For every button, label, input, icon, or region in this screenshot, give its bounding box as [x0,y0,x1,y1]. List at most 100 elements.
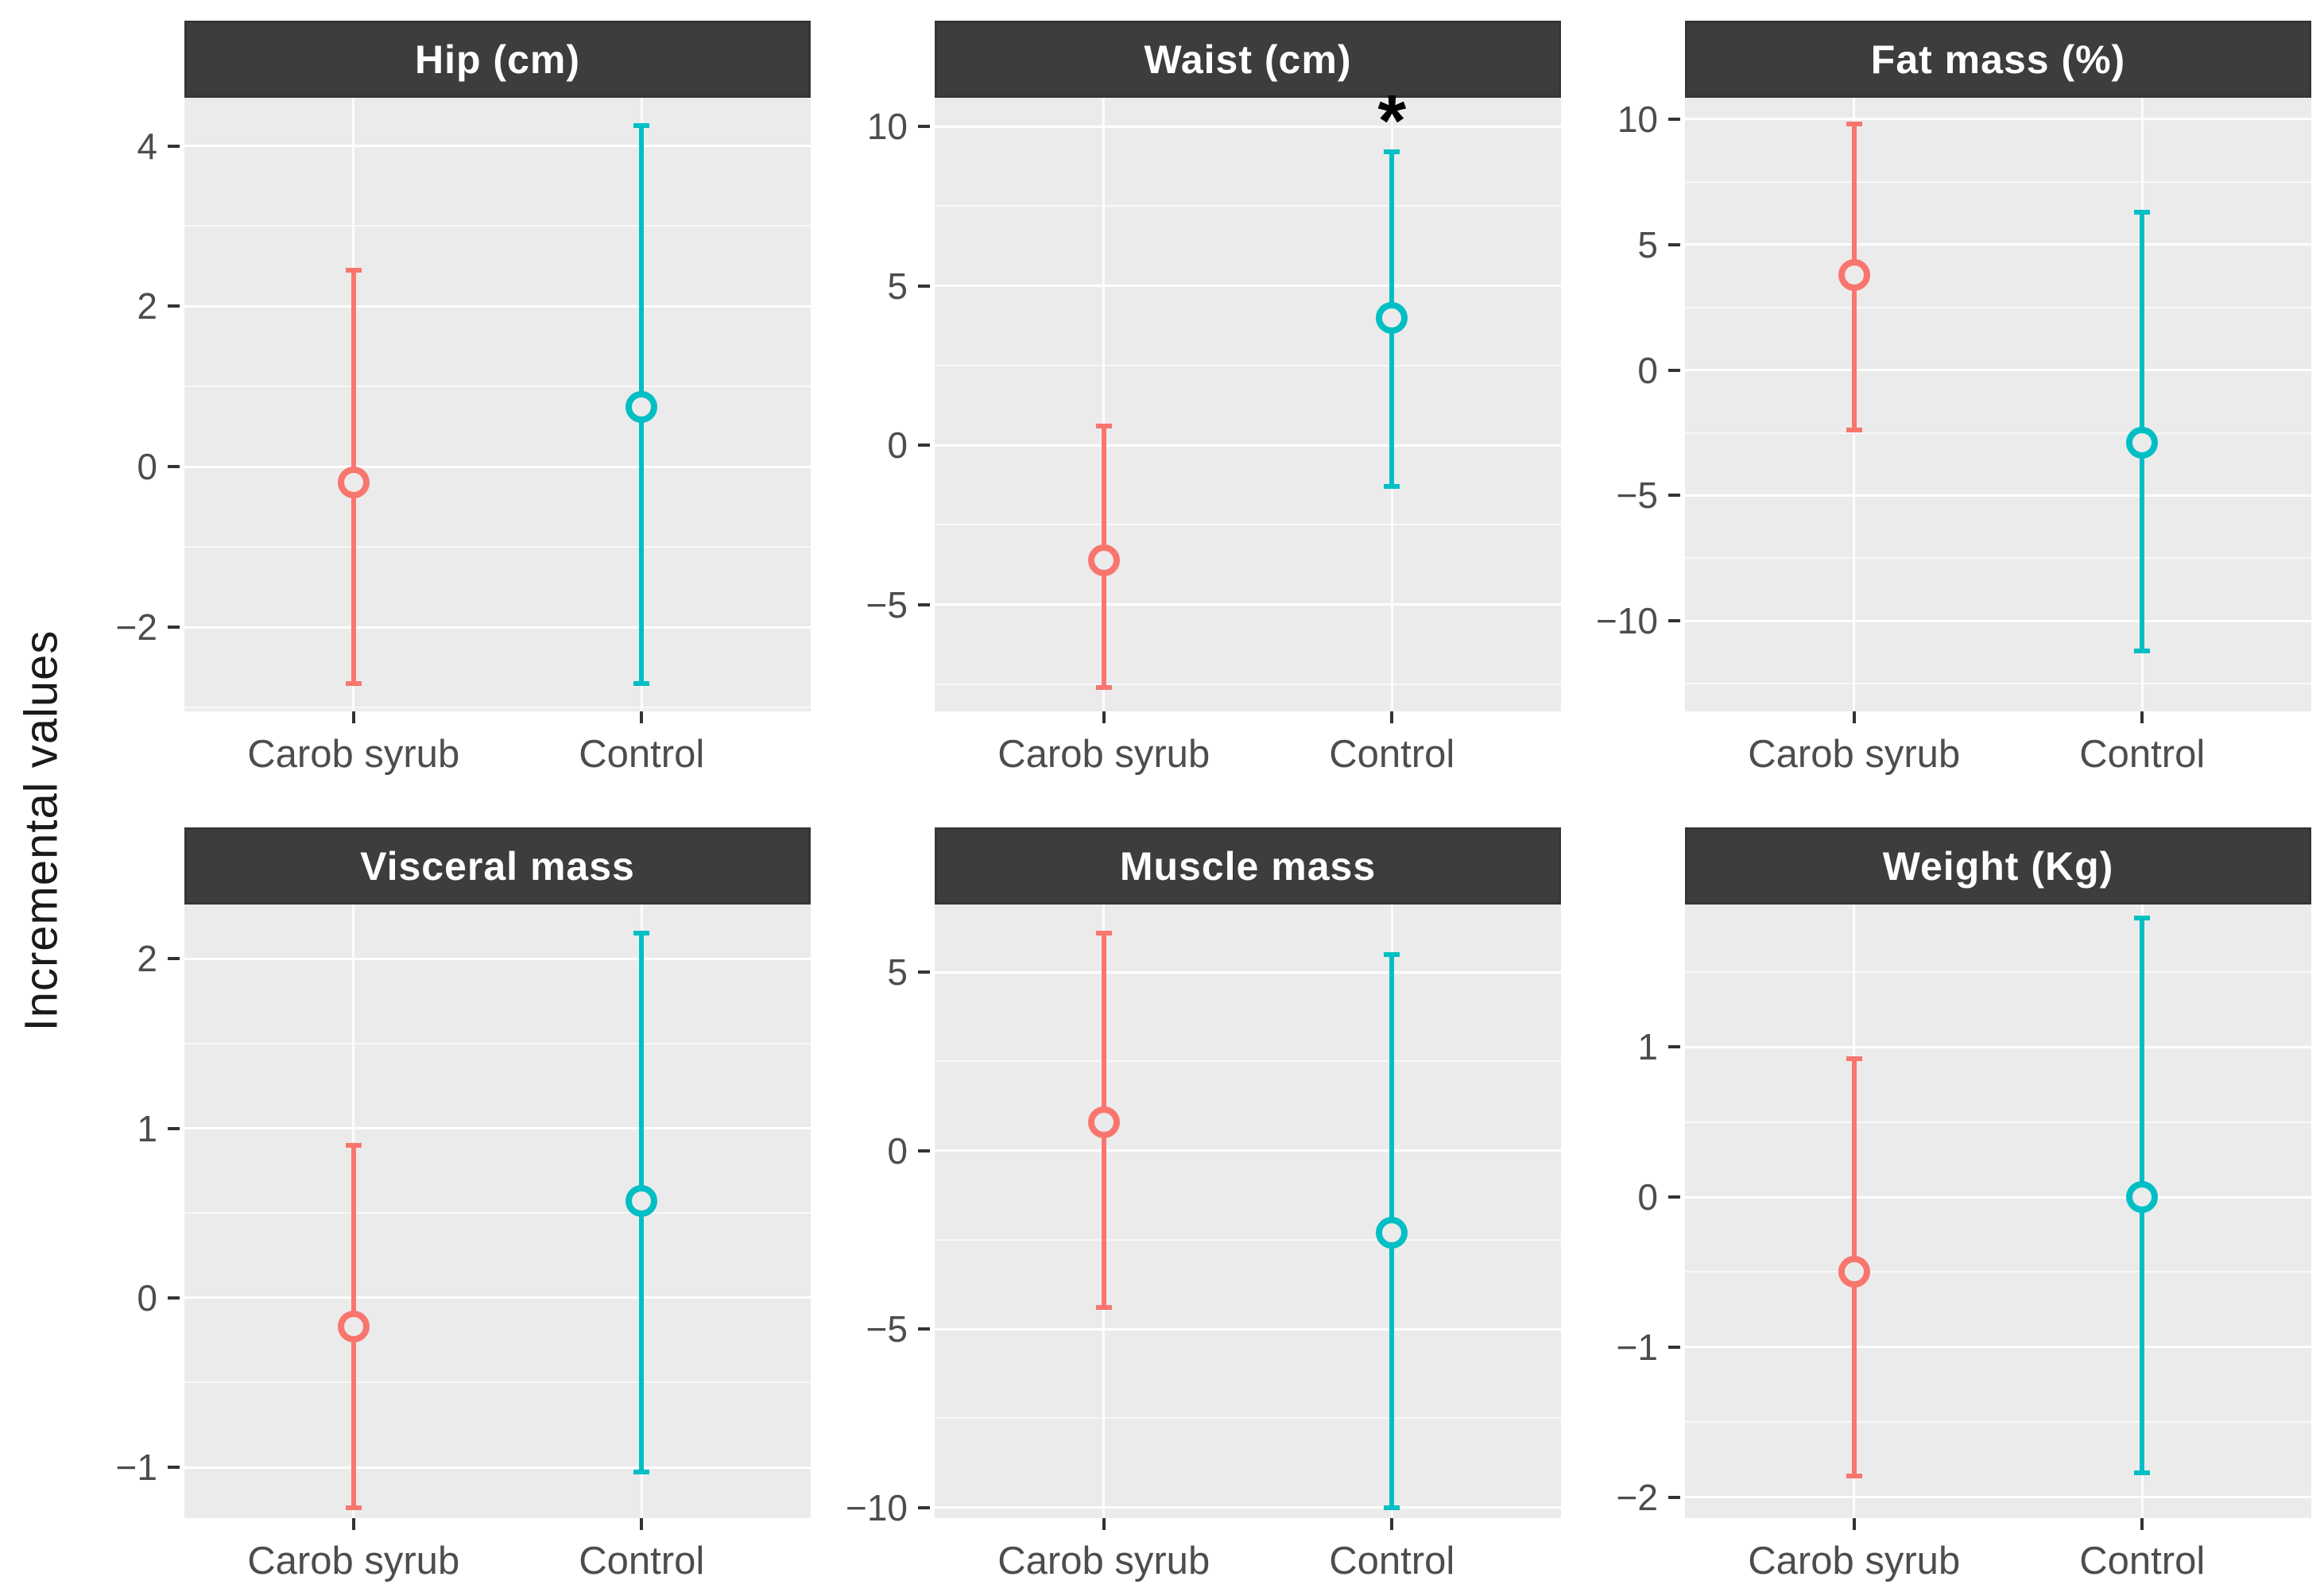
gridline-minor [1685,306,2311,308]
y-tick-label: −5 [866,1308,908,1350]
y-tick-mark [168,304,180,308]
gridline-major [935,970,1561,974]
point-carob-syrub [1087,544,1120,576]
y-tick-mark [1668,1195,1680,1199]
gridline-major [1685,1496,2311,1499]
x-tick-label: Control [1329,733,1455,776]
x-tick-label: Control [579,733,705,776]
gridline-minor [184,385,811,388]
y-tick-label: 4 [137,125,157,167]
y-tick-label: −1 [1616,1326,1658,1368]
x-tick-label: Carob syrub [247,1540,460,1582]
point-carob-syrub [1838,1256,1870,1288]
y-tick-mark [918,602,930,606]
y-tick-label: 0 [1637,349,1658,391]
errorbar-cap [1095,684,1112,690]
plot-panel: * [935,84,1561,711]
errorbar-cap [1384,149,1400,155]
gridline-major [1685,369,2311,372]
gridline-minor [935,683,1561,685]
facet-title-strip: Waist (cm) [935,21,1561,98]
y-tick-mark [168,1466,180,1470]
errorbar-cap [633,123,650,129]
gridline-major [184,626,811,629]
plot-panel [935,905,1561,1518]
y-tick-label: −10 [845,1486,908,1528]
errorbar-cap [2134,209,2151,215]
errorbar-cap [1846,1056,1862,1062]
facet-title-strip: Visceral mass [184,827,811,905]
gridline-minor [1685,970,2311,973]
facet-title-strip: Muscle mass [935,827,1561,905]
gridline-major [184,1466,811,1469]
x-tick-label: Carob syrub [247,733,460,776]
errorbar-cap [1846,428,1862,433]
y-tick-mark [168,626,180,629]
y-tick-label: 0 [137,1276,157,1319]
gridline-major [1685,1346,2311,1349]
y-tick-mark [918,1327,930,1331]
gridline-major [935,1327,1561,1331]
y-tick-mark [1668,117,1680,121]
gridline-major [1685,118,2311,121]
gridline-minor [1685,180,2311,183]
x-axis: Carob syrub Control [935,1518,1561,1593]
plot-panel [1685,905,2311,1518]
y-tick-mark [1668,368,1680,372]
y-axis-gutter: 5 0 −5 −10 [819,905,935,1528]
x-tick-mark [351,1518,355,1530]
y-tick-label: 1 [137,1107,157,1149]
x-tick-mark [1852,711,1856,723]
point-carob-syrub [337,467,370,499]
gridline-major [184,465,811,468]
gridline-major [935,1506,1561,1509]
x-tick-label: Carob syrub [1748,1540,1961,1582]
facet-fat-mass: Fat mass (%) 10 5 0 −5 −10 Carob syrub Control [1569,21,2311,786]
y-tick-mark [918,125,930,129]
x-tick-label: Carob syrub [997,733,1210,776]
x-tick-label: Carob syrub [1748,733,1961,776]
plot-panel [184,98,811,711]
y-tick-label: −1 [115,1447,157,1489]
errorbar-cap [2134,649,2151,654]
gridline-minor [935,1238,1561,1241]
facet-title-strip: Fat mass (%) [1685,21,2311,98]
x-tick-mark [2140,1518,2144,1530]
y-tick-label: 5 [887,265,908,307]
point-control [1376,1216,1408,1249]
gridline-major [184,1127,811,1129]
gridline-minor [184,225,811,227]
y-tick-label: −5 [1616,475,1658,517]
x-axis: Carob syrub Control [1685,711,2311,786]
gridline-major [184,1296,811,1300]
gridline-minor [1685,557,2311,560]
facet-waist-cm: Waist (cm) 10 5 0 −5 * Carob syrub Control [819,21,1561,786]
gridline-minor [1685,1421,2311,1424]
y-axis-gutter: 10 5 0 −5 −10 [1569,98,1685,711]
y-tick-label: 5 [887,951,908,994]
x-tick-mark [1102,1518,1106,1530]
x-axis: Carob syrub Control [184,711,811,786]
point-control [626,1185,658,1218]
y-tick-label: 10 [866,106,908,148]
errorbar-cap [1384,1505,1400,1510]
gridline-major [935,603,1561,606]
point-carob-syrub [1087,1106,1120,1138]
gridline-minor [1685,683,2311,685]
x-axis: Carob syrub Control [184,1518,811,1593]
gridline-minor [184,706,811,708]
y-tick-label: 2 [137,285,157,327]
y-tick-mark [1668,494,1680,498]
gridline-major [184,957,811,960]
gridline-minor [935,524,1561,526]
y-tick-mark [1668,1345,1680,1349]
errorbar-cap [1384,951,1400,957]
facet-weight-kg: Weight (Kg) 1 0 −1 −2 Carob syrub Control [1569,827,2311,1593]
errorbar-cap [1095,1305,1112,1311]
errorbar-cap [633,931,650,936]
x-tick-mark [640,711,644,723]
y-tick-label: −2 [1616,1476,1658,1518]
significance-asterisk: * [1377,80,1407,162]
gridline-minor [1685,1271,2311,1273]
